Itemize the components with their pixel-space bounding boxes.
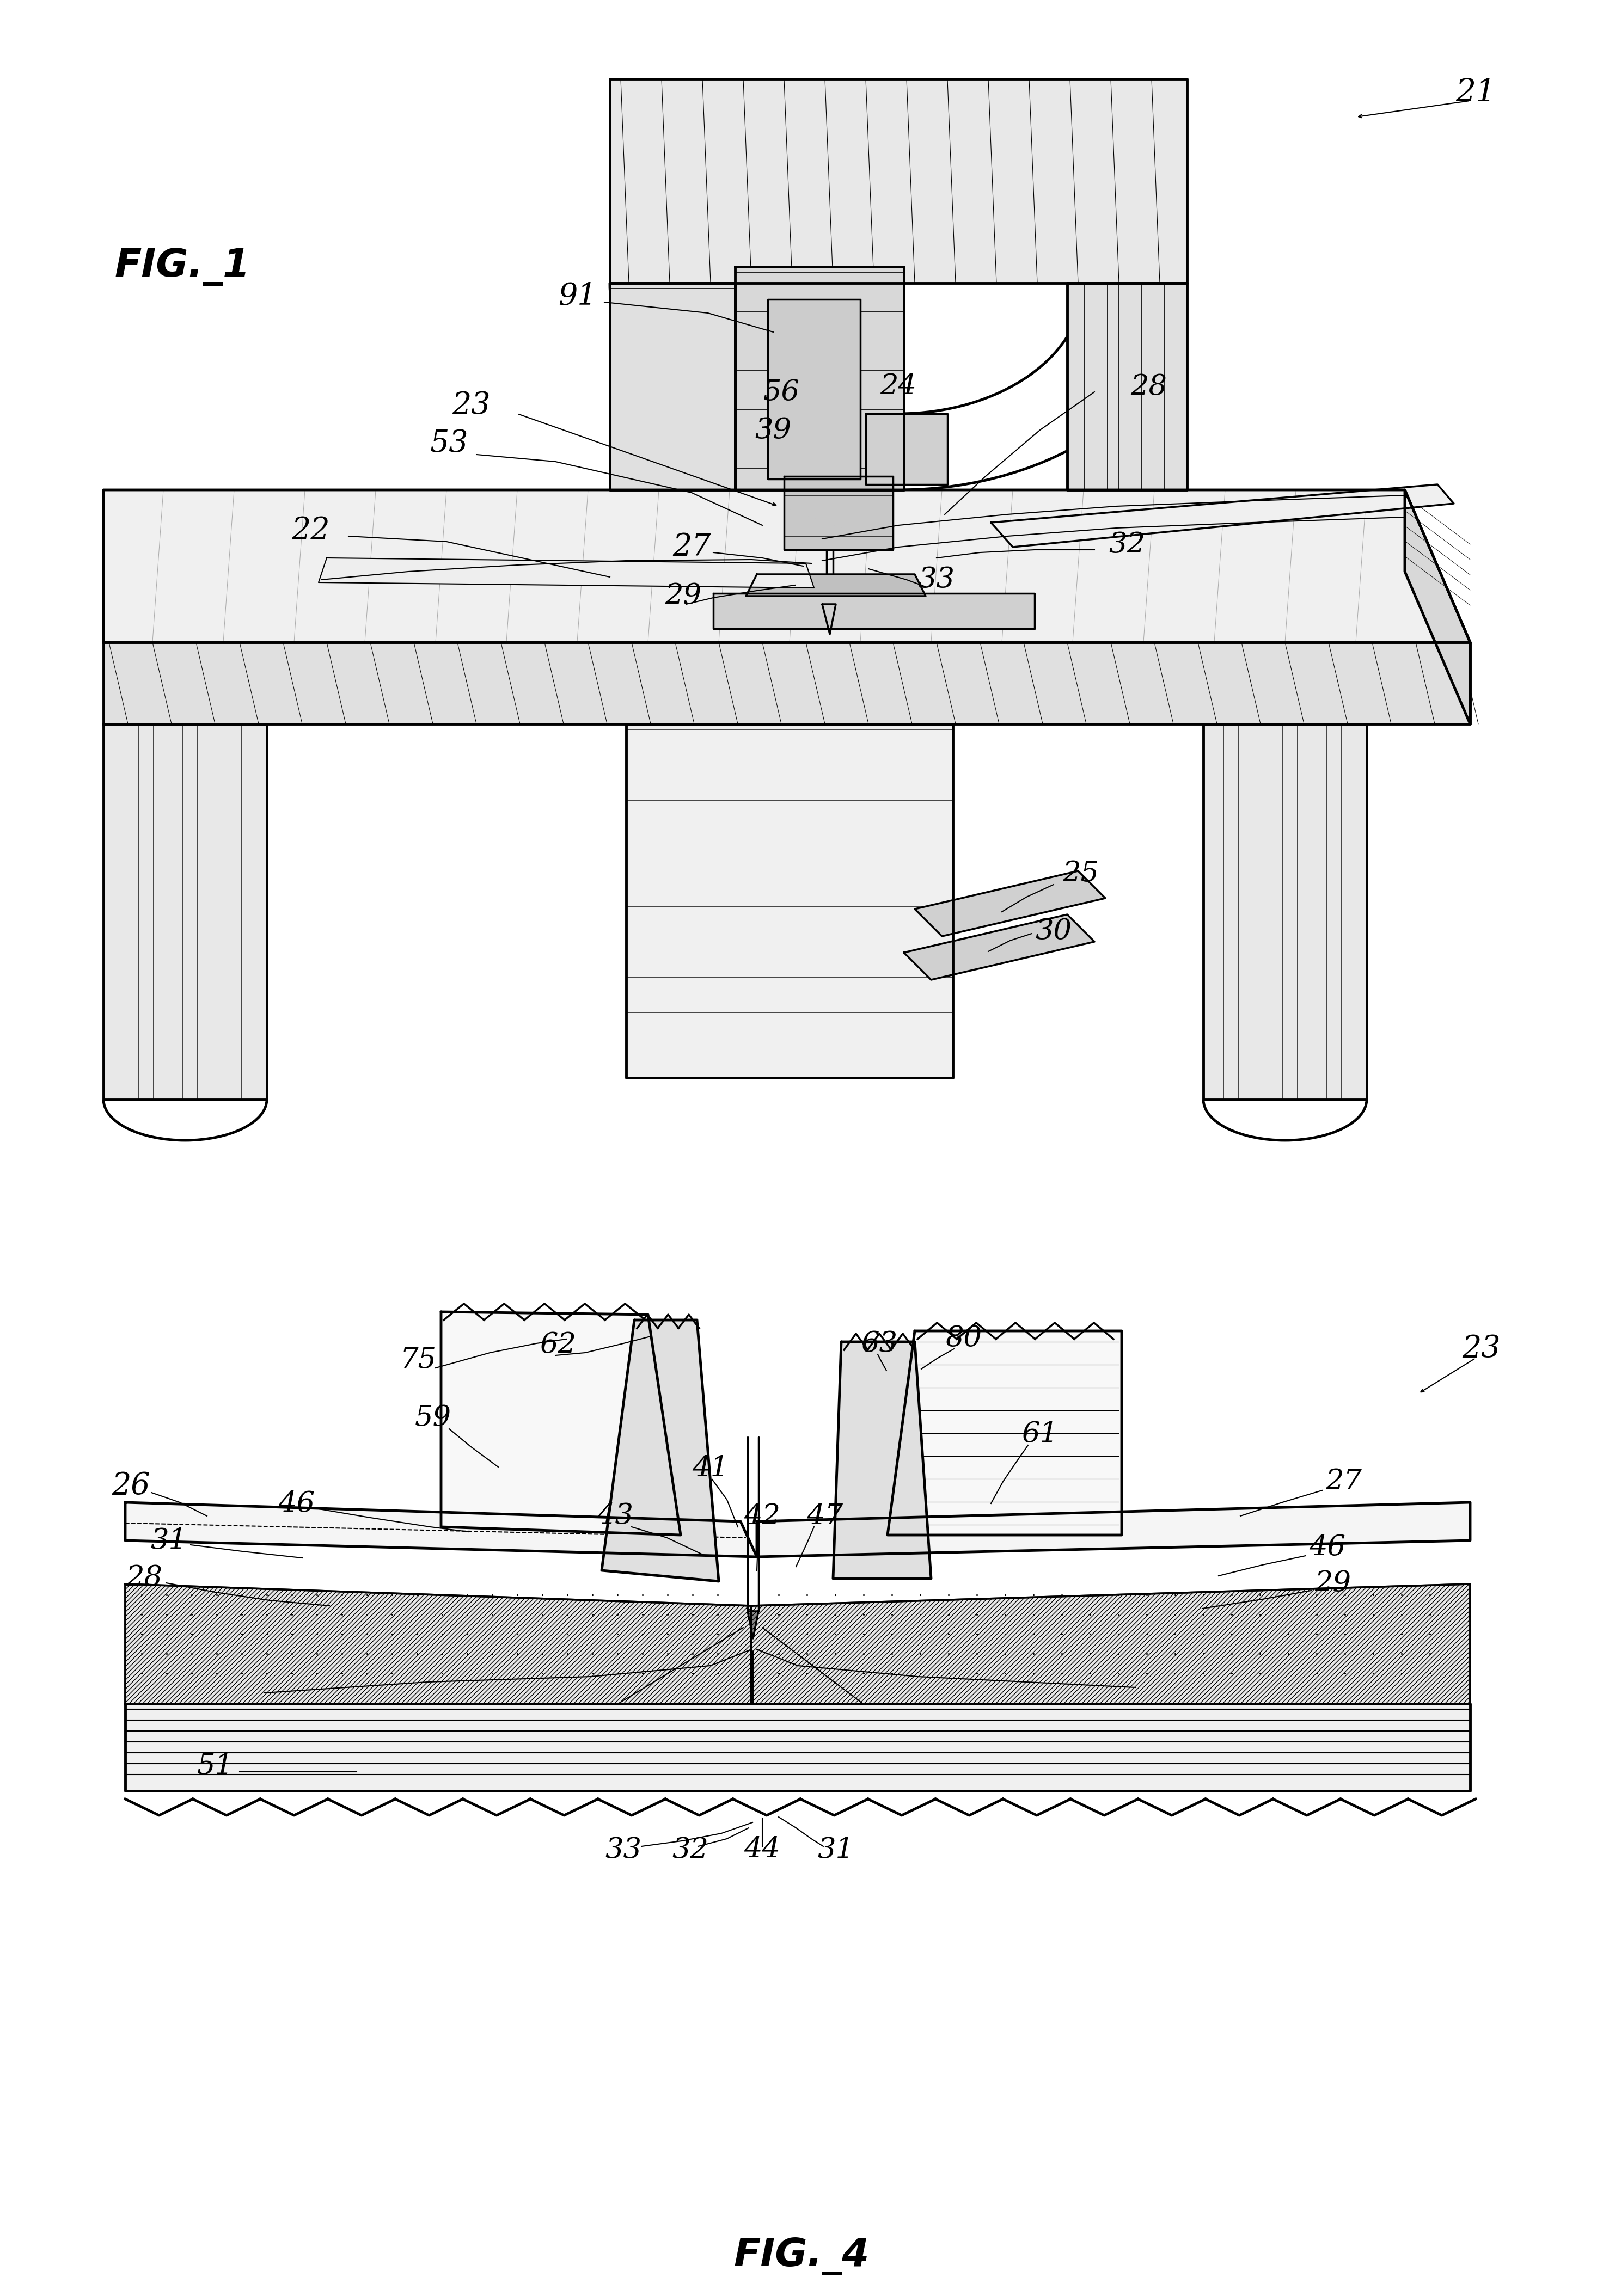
Text: 30: 30 bbox=[1036, 916, 1072, 944]
Text: 27: 27 bbox=[672, 533, 710, 563]
Polygon shape bbox=[104, 723, 266, 1100]
Polygon shape bbox=[104, 643, 1470, 723]
Text: 41: 41 bbox=[692, 1456, 729, 1483]
Text: 46: 46 bbox=[279, 1490, 316, 1518]
Polygon shape bbox=[822, 604, 835, 634]
Text: 26: 26 bbox=[112, 1472, 149, 1502]
Text: 29: 29 bbox=[1314, 1568, 1351, 1596]
Polygon shape bbox=[627, 723, 952, 1077]
Text: 29: 29 bbox=[665, 583, 702, 611]
Polygon shape bbox=[713, 592, 1034, 629]
Polygon shape bbox=[752, 1584, 1470, 1704]
Polygon shape bbox=[1068, 282, 1186, 489]
Text: 32: 32 bbox=[1109, 530, 1146, 558]
Polygon shape bbox=[609, 282, 736, 489]
Polygon shape bbox=[125, 1502, 757, 1557]
Text: 33: 33 bbox=[919, 565, 955, 595]
Text: 44: 44 bbox=[744, 1837, 781, 1864]
Polygon shape bbox=[904, 914, 1095, 980]
Polygon shape bbox=[757, 1502, 1470, 1557]
Polygon shape bbox=[747, 1612, 758, 1639]
Text: 80: 80 bbox=[946, 1325, 983, 1352]
Polygon shape bbox=[866, 413, 947, 484]
Text: 25: 25 bbox=[1063, 859, 1100, 889]
Text: 21: 21 bbox=[1456, 78, 1496, 108]
Text: 39: 39 bbox=[755, 416, 792, 443]
Polygon shape bbox=[745, 574, 925, 597]
Text: 31: 31 bbox=[818, 1837, 854, 1864]
Polygon shape bbox=[125, 1704, 1470, 1791]
Text: FIG._1: FIG._1 bbox=[114, 248, 250, 285]
Text: 63: 63 bbox=[861, 1329, 898, 1357]
Polygon shape bbox=[991, 484, 1454, 546]
Text: 91: 91 bbox=[558, 282, 596, 312]
Text: 62: 62 bbox=[540, 1332, 577, 1359]
Text: 61: 61 bbox=[1021, 1421, 1058, 1449]
Polygon shape bbox=[601, 1320, 718, 1582]
Text: 33: 33 bbox=[606, 1837, 641, 1864]
Polygon shape bbox=[125, 1584, 752, 1704]
Text: FIG._4: FIG._4 bbox=[734, 2236, 869, 2275]
Text: 56: 56 bbox=[763, 379, 800, 406]
Text: 75: 75 bbox=[399, 1345, 436, 1373]
Polygon shape bbox=[609, 78, 1186, 282]
Text: 47: 47 bbox=[806, 1502, 843, 1529]
Text: 28: 28 bbox=[1130, 372, 1167, 400]
Text: 23: 23 bbox=[1462, 1334, 1500, 1364]
Polygon shape bbox=[768, 298, 861, 480]
Polygon shape bbox=[834, 1341, 931, 1580]
Polygon shape bbox=[736, 266, 904, 489]
Polygon shape bbox=[104, 489, 1470, 643]
Text: 32: 32 bbox=[672, 1837, 709, 1864]
Polygon shape bbox=[888, 1332, 1122, 1536]
Text: 31: 31 bbox=[151, 1527, 188, 1554]
Text: 51: 51 bbox=[197, 1752, 234, 1779]
Polygon shape bbox=[319, 558, 814, 588]
Text: 59: 59 bbox=[415, 1405, 450, 1433]
Text: 53: 53 bbox=[430, 429, 468, 459]
Text: 23: 23 bbox=[452, 390, 491, 420]
Text: 24: 24 bbox=[880, 372, 917, 400]
Text: 46: 46 bbox=[1310, 1534, 1347, 1561]
Polygon shape bbox=[915, 870, 1106, 937]
Polygon shape bbox=[1204, 723, 1367, 1100]
Text: 27: 27 bbox=[1326, 1467, 1363, 1495]
Polygon shape bbox=[441, 1311, 681, 1536]
Polygon shape bbox=[784, 475, 893, 549]
Text: 28: 28 bbox=[127, 1564, 162, 1591]
Text: 42: 42 bbox=[744, 1502, 781, 1529]
Polygon shape bbox=[1404, 489, 1470, 723]
Text: 22: 22 bbox=[292, 517, 330, 546]
Text: 43: 43 bbox=[596, 1502, 633, 1529]
